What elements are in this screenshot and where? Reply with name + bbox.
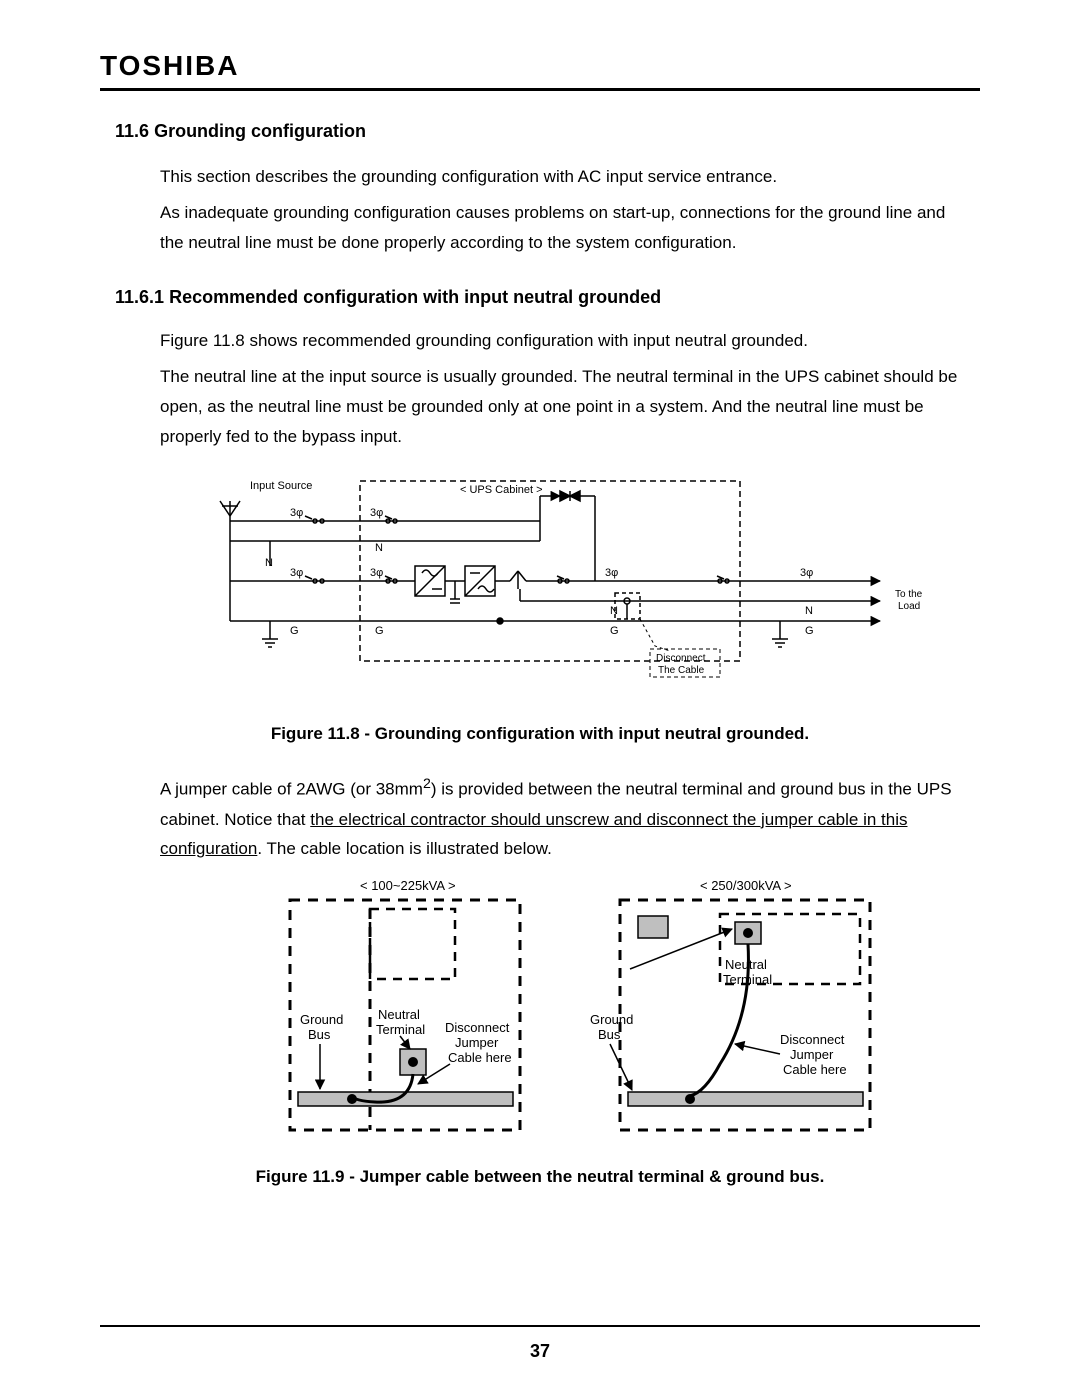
label-input-source: Input Source [250, 480, 312, 492]
subsection-title: Recommended configuration with input neu… [169, 287, 661, 307]
header-rule [100, 88, 980, 91]
ground-stake-1 [220, 501, 240, 521]
svg-text:Jumper: Jumper [455, 1035, 499, 1050]
intro-line-1: This section describes the grounding con… [160, 162, 970, 192]
ups-cabinet-box [360, 481, 740, 661]
svg-text:3φ: 3φ [800, 567, 813, 579]
svg-text:G: G [375, 625, 384, 637]
jp-pre: A jumper cable of 2AWG (or 38mm [160, 780, 423, 799]
svg-text:G: G [805, 625, 814, 637]
svg-text:N: N [375, 542, 383, 554]
svg-text:The Cable: The Cable [658, 665, 705, 676]
svg-text:N: N [610, 605, 618, 617]
svg-text:Ground: Ground [590, 1012, 633, 1027]
svg-text:Ground: Ground [300, 1012, 343, 1027]
svg-text:Neutral: Neutral [378, 1007, 420, 1022]
svg-text:To the: To the [895, 589, 923, 600]
brand-logo: TOSHIBA [100, 50, 980, 82]
svg-text:Disconnect: Disconnect [656, 653, 706, 664]
footer-rule [100, 1325, 980, 1327]
svg-text:Load: Load [898, 601, 920, 612]
sub-body-1: Figure 11.8 shows recommended grounding … [160, 326, 970, 356]
subsection-number: 11.6.1 [115, 287, 164, 307]
svg-text:3φ: 3φ [290, 507, 303, 519]
svg-text:3φ: 3φ [290, 567, 303, 579]
figure-9-caption: Figure 11.9 - Jumper cable between the n… [100, 1167, 980, 1187]
label-ups-cabinet: < UPS Cabinet > [460, 484, 543, 496]
svg-text:Bus: Bus [308, 1027, 331, 1042]
sub-body-2: The neutral line at the input source is … [160, 362, 970, 451]
svg-text:G: G [290, 625, 299, 637]
intro-line-2: As inadequate grounding configuration ca… [160, 198, 970, 258]
section-heading: 11.6 Grounding configuration [115, 121, 980, 142]
section-number: 11.6 [115, 121, 149, 141]
figure-11-8: Input Source < UPS Cabinet > 3φ 3φ N [160, 471, 970, 706]
jp-sup: 2 [423, 776, 431, 792]
section-title: Grounding configuration [154, 121, 366, 141]
left-title: < 100~225kVA > [360, 878, 456, 893]
svg-text:Neutral: Neutral [725, 957, 767, 972]
subsection-heading: 11.6.1 Recommended configuration with in… [115, 287, 980, 308]
svg-text:Disconnect: Disconnect [445, 1020, 510, 1035]
svg-text:G: G [610, 625, 619, 637]
svg-text:N: N [805, 605, 813, 617]
svg-text:Terminal: Terminal [376, 1022, 425, 1037]
svg-text:Cable here: Cable here [448, 1050, 512, 1065]
svg-text:Bus: Bus [598, 1027, 621, 1042]
svg-text:Jumper: Jumper [790, 1047, 834, 1062]
svg-text:3φ: 3φ [370, 567, 383, 579]
jumper-paragraph: A jumper cable of 2AWG (or 38mm2) is pro… [160, 772, 970, 864]
svg-text:3φ: 3φ [605, 567, 618, 579]
svg-text:Disconnect: Disconnect [780, 1032, 845, 1047]
svg-text:Cable here: Cable here [783, 1062, 847, 1077]
jp-post: . The cable location is illustrated belo… [257, 839, 552, 858]
svg-text:Terminal: Terminal [723, 972, 772, 987]
svg-text:N: N [265, 557, 273, 569]
figure-11-9: < 100~225kVA > Ground Bus Neutral Termin… [160, 874, 970, 1149]
svg-text:3φ: 3φ [370, 507, 383, 519]
page-number: 37 [0, 1341, 1080, 1362]
figure-8-caption: Figure 11.8 - Grounding configuration wi… [100, 724, 980, 744]
right-title: < 250/300kVA > [700, 878, 792, 893]
